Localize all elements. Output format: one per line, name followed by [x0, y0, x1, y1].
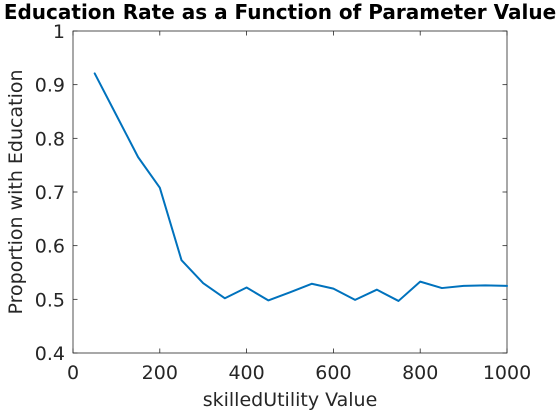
y-axis-title: Proportion with Education — [5, 69, 27, 314]
series-group — [93, 72, 508, 302]
y-tick-label: 0.5 — [35, 289, 65, 311]
series-line-0 — [93, 72, 508, 302]
plot-area — [72, 30, 508, 354]
y-tick-label: 0.4 — [35, 343, 65, 365]
x-tick-label: 400 — [228, 362, 264, 384]
chart-title: Education Rate as a Function of Paramete… — [4, 0, 556, 24]
y-tick-label: 0.9 — [35, 75, 65, 97]
y-tick-label: 0.8 — [35, 128, 65, 150]
x-tick-label: 1000 — [483, 362, 531, 384]
y-tick-label: 1 — [53, 21, 65, 43]
x-tick-label: 800 — [402, 362, 438, 384]
x-axis-title: skilledUtility Value — [203, 389, 378, 411]
y-tick-label: 0.6 — [35, 236, 65, 258]
y-tick-label: 0.7 — [35, 182, 65, 204]
y-axis-ticks: 0.4 0.5 0.6 0.7 0.8 0.9 1 — [35, 21, 507, 365]
x-axis-ticks: 0 200 400 600 800 1000 — [67, 31, 531, 384]
x-tick-label: 0 — [67, 362, 79, 384]
x-tick-label: 600 — [315, 362, 351, 384]
x-tick-label: 200 — [142, 362, 178, 384]
